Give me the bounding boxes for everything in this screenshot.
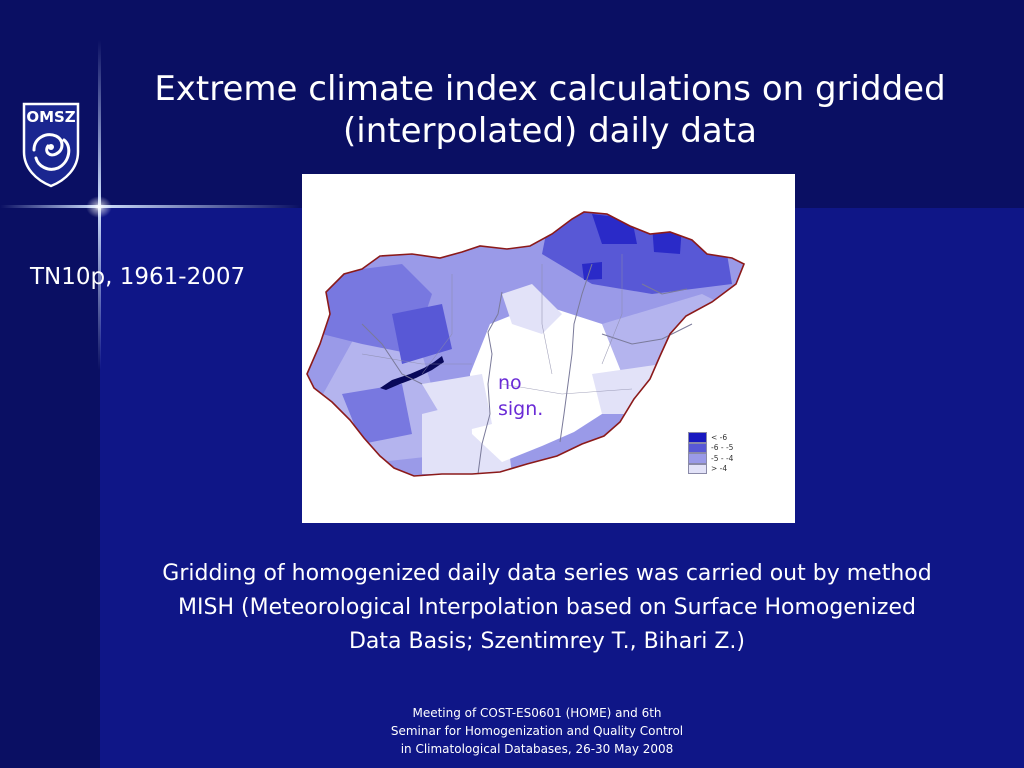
county-borders	[361, 254, 633, 395]
map-panel: no sign. < -6 -6 - -5 -5 - -4 > -4	[302, 174, 795, 523]
footer-line-3: in Climatological Databases, 26-30 May 2…	[400, 742, 674, 756]
swirl-icon	[32, 133, 71, 171]
legend-row: > -4	[688, 463, 733, 474]
header-band	[0, 0, 1024, 208]
omsz-logo: OMSZ	[22, 102, 80, 188]
no-sign-annotation: no sign.	[498, 370, 543, 422]
annotation-line-2: sign.	[498, 398, 544, 420]
lake-balaton	[380, 356, 444, 390]
title-line-2: (interpolated) daily data	[343, 111, 757, 151]
footer-line-2: Seminar for Homogenization and Quality C…	[390, 724, 684, 738]
legend-swatch	[688, 463, 707, 474]
title-line-1: Extreme climate index calculations on gr…	[154, 69, 946, 109]
legend-swatch	[688, 453, 707, 464]
legend-swatch	[688, 442, 707, 453]
legend-row: -5 - -4	[688, 453, 733, 464]
horizontal-light-streak	[0, 205, 300, 208]
footer-line-1: Meeting of COST-ES0601 (HOME) and 6th	[412, 706, 662, 720]
legend-label: < -6	[711, 432, 728, 442]
annotation-line-1: no	[498, 372, 522, 394]
country-border	[306, 211, 746, 477]
hungary-map	[306, 211, 746, 477]
star-sparkle	[86, 196, 112, 218]
legend-row: < -6	[688, 432, 733, 443]
index-label: TN10p, 1961-2007	[30, 264, 246, 290]
slide-title: Extreme climate index calculations on gr…	[140, 68, 960, 152]
legend-row: -6 - -5	[688, 442, 734, 453]
legend-label: -5 - -4	[711, 453, 734, 463]
logo-text: OMSZ	[26, 108, 75, 126]
description-text: Gridding of homogenized daily data serie…	[162, 561, 932, 654]
footer: Meeting of COST-ES0601 (HOME) and 6th Se…	[300, 704, 774, 758]
legend-label: > -4	[711, 464, 728, 474]
legend-swatch	[688, 432, 707, 443]
legend-label: -6 - -5	[711, 443, 734, 453]
map-legend: < -6 -6 - -5 -5 - -4 > -4	[688, 432, 733, 474]
